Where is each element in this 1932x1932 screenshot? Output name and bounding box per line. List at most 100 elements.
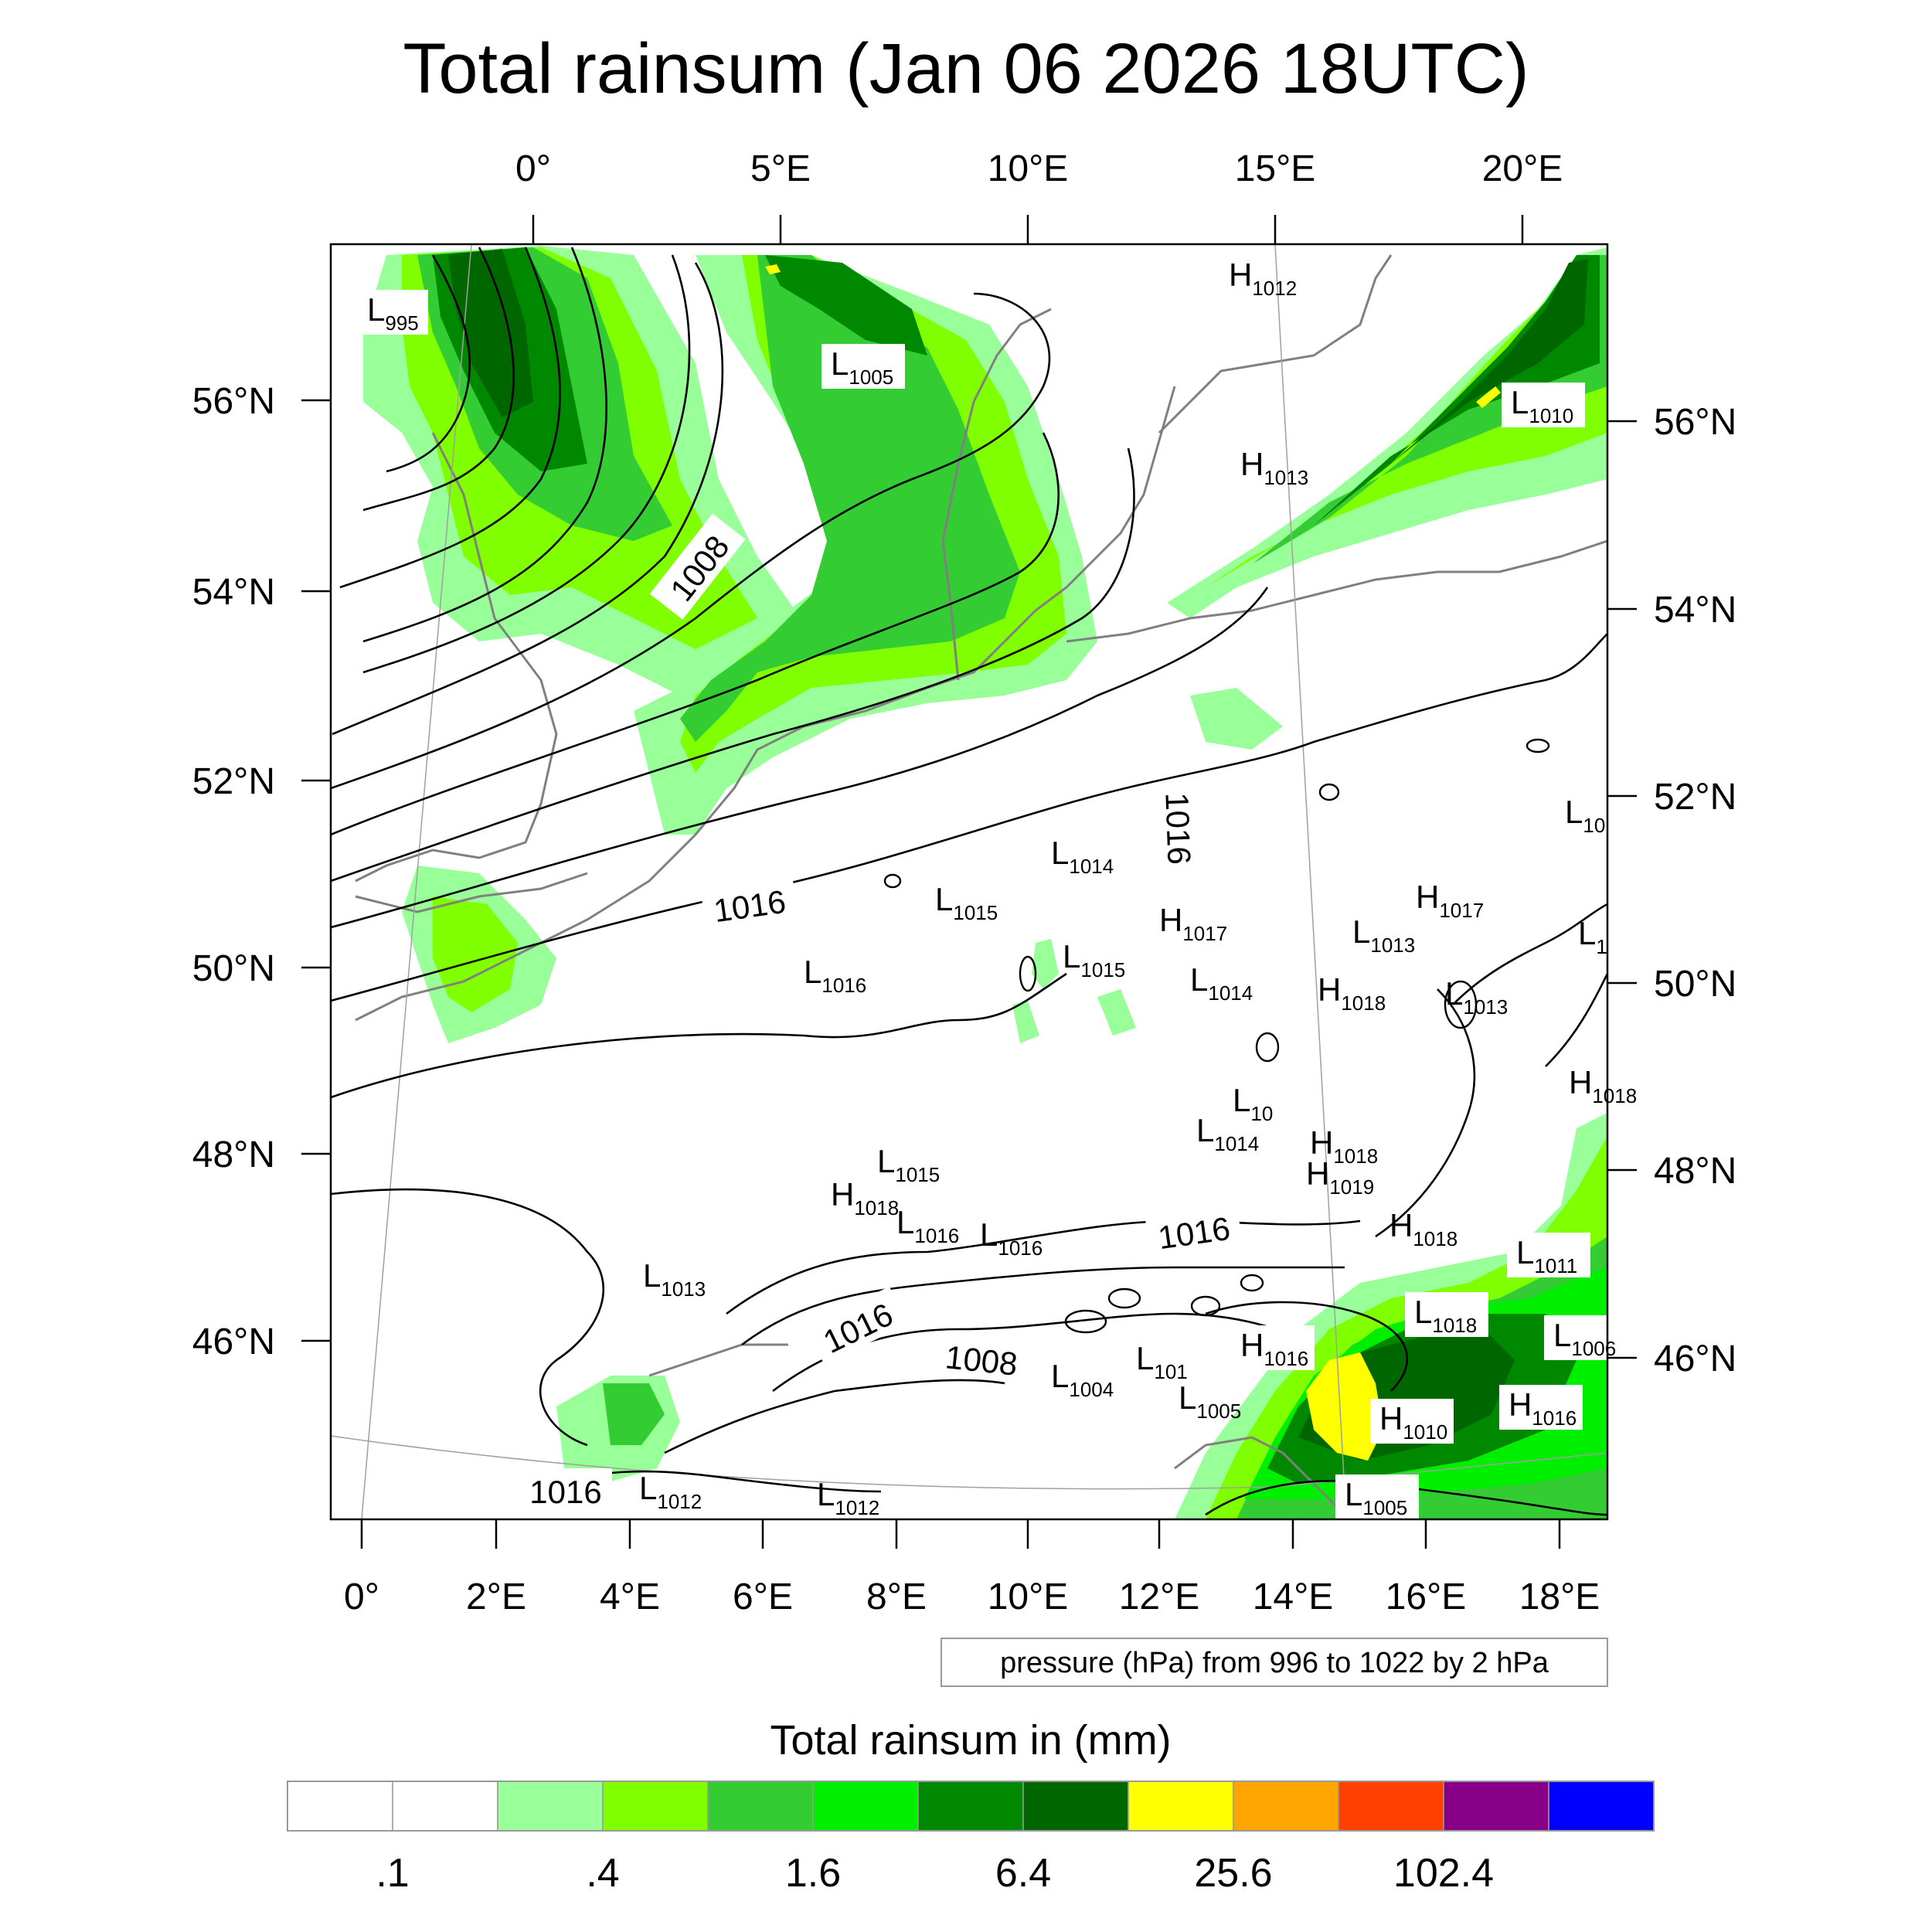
pressure-center-low-28: L1011 bbox=[1507, 1233, 1590, 1277]
pressure-center-low-26: L1016 bbox=[980, 1216, 1043, 1260]
pressure-center-low-1: L995 bbox=[358, 290, 428, 335]
right-lat-label-52n: 52°N bbox=[1654, 777, 1736, 818]
isobar-3 bbox=[339, 247, 561, 589]
colorbar-tick-label: .1 bbox=[376, 1851, 409, 1896]
pressure-center-label: L1016 bbox=[980, 1216, 1043, 1260]
isobar-loops bbox=[883, 738, 1550, 1334]
isobar-loop-3 bbox=[1019, 955, 1037, 992]
colorbar-cell bbox=[287, 1781, 393, 1832]
isobar-loop-10 bbox=[1240, 1274, 1264, 1292]
colorbar-cell bbox=[392, 1781, 498, 1832]
pressure-center-label: L1015 bbox=[877, 1143, 940, 1186]
pressure-center-low-22: L1015 bbox=[877, 1143, 940, 1186]
isobar-1 bbox=[386, 254, 471, 473]
pressure-center-low-32: L1006 bbox=[1544, 1315, 1628, 1360]
pressure-center-label: L1015 bbox=[1063, 938, 1125, 981]
rain-area-alps-west-green bbox=[603, 1383, 665, 1445]
bottom-longitude-axis bbox=[360, 1519, 1561, 1549]
bottom-lon-label-0: 0° bbox=[344, 1577, 379, 1617]
colorbar: Total rainsum in (mm) .1 .4 1.6 6.4 25.6 102.… bbox=[287, 1717, 1655, 1896]
pressure-center-high-24: H1018 bbox=[831, 1176, 899, 1219]
isobar-11 bbox=[330, 1188, 605, 1447]
left-latitude-axis bbox=[301, 399, 331, 1342]
pressure-center-label: H1018 bbox=[1318, 971, 1386, 1015]
pressure-center-label: H1017 bbox=[1159, 902, 1227, 945]
pressure-center-high-23: H1019 bbox=[1306, 1155, 1374, 1199]
pressure-center-low-7: L1014 bbox=[1051, 835, 1114, 878]
pressure-center-label: L1005 bbox=[831, 345, 893, 389]
pressure-center-low-8: L1015 bbox=[935, 881, 998, 924]
rain-area-baltic-darkest bbox=[1391, 259, 1588, 464]
pressure-center-low-12: L1 bbox=[1578, 915, 1607, 958]
coastline-denmark-east bbox=[1003, 386, 1176, 643]
pressure-center-label: L1015 bbox=[935, 881, 998, 924]
colorbar-cell bbox=[497, 1781, 604, 1832]
isobar-13 bbox=[741, 1266, 1345, 1346]
pressure-center-label: L1011 bbox=[1516, 1234, 1577, 1277]
isobar-17 bbox=[1545, 973, 1609, 1067]
isobar-loop-8 bbox=[1107, 1287, 1141, 1309]
isobar-20 bbox=[1205, 1480, 1608, 1516]
pressure-center-low-17: L1013 bbox=[1445, 975, 1508, 1019]
top-lon-label-0: 0° bbox=[515, 148, 551, 189]
pressure-center-high-9: H1017 bbox=[1159, 902, 1227, 945]
pressure-center-label: L1016 bbox=[804, 954, 866, 997]
isobar-loop-9 bbox=[1190, 1295, 1221, 1317]
pressure-center-label: L1006 bbox=[1553, 1317, 1616, 1360]
rain-speck-1 bbox=[1032, 939, 1059, 989]
right-latitude-axis bbox=[1607, 420, 1637, 1359]
rain-area-central-yellow bbox=[765, 264, 781, 274]
pressure-center-high-3: H1012 bbox=[1229, 257, 1297, 300]
pressure-center-label: L1018 bbox=[1414, 1294, 1477, 1337]
isobar-10 bbox=[330, 972, 1067, 1099]
coastline-baltic-south bbox=[1066, 539, 1608, 643]
colorbar-tick-labels: .1 .4 1.6 6.4 25.6 102.4 bbox=[376, 1851, 1494, 1896]
pressure-center-low-4: L1010 bbox=[1502, 383, 1585, 427]
contour-label-1008-alps: 1008 bbox=[944, 1338, 1019, 1383]
pressure-center-label: L1010 bbox=[1511, 384, 1573, 427]
colorbar-cell bbox=[1233, 1781, 1339, 1832]
bottom-lon-label-8e: 8°E bbox=[866, 1577, 927, 1617]
isobar-1008 bbox=[330, 292, 1051, 790]
figure-title: Total rainsum (Jan 06 2026 18UTC) bbox=[403, 29, 1529, 108]
rain-speck-4 bbox=[1190, 688, 1283, 750]
pressure-center-high-31: H1016 bbox=[1231, 1325, 1315, 1370]
coastline-ligurian bbox=[648, 1343, 788, 1377]
right-lat-label-54n: 54°N bbox=[1654, 590, 1736, 631]
pressure-center-label: L1005 bbox=[1179, 1379, 1241, 1423]
pressure-center-label: H1013 bbox=[1240, 446, 1308, 489]
right-lat-label-46n: 46°N bbox=[1654, 1338, 1736, 1379]
bottom-lon-label-18e: 18°E bbox=[1519, 1577, 1600, 1617]
rain-area-central-dark bbox=[765, 255, 927, 355]
isobar-loop-4 bbox=[883, 873, 902, 889]
bottom-lon-label-10e: 10°E bbox=[988, 1577, 1069, 1617]
isobar-4 bbox=[362, 247, 607, 643]
pressure-center-label: L1014 bbox=[1190, 961, 1253, 1005]
pressure-center-low-14: L1015 bbox=[1063, 938, 1125, 981]
coastline-jutland bbox=[941, 308, 1052, 681]
rain-area-southeast-yellow bbox=[1306, 1352, 1383, 1461]
map-border bbox=[329, 243, 1609, 1521]
coastline-britain-south bbox=[355, 872, 588, 913]
rain-speck-3 bbox=[1012, 1001, 1039, 1043]
contour-label-1016-central: 1016 bbox=[1158, 792, 1197, 866]
bottom-lon-label-12e: 12°E bbox=[1119, 1577, 1200, 1617]
pressure-center-low-25: L1016 bbox=[896, 1204, 959, 1247]
top-lon-label-15e: 15°E bbox=[1235, 148, 1316, 189]
pressure-center-high-27: H1018 bbox=[1389, 1207, 1458, 1250]
pressure-center-low-6: L10 bbox=[1565, 794, 1605, 837]
pressure-center-label: H1018 bbox=[831, 1176, 899, 1219]
map-panel: 1008 1016 1016 1016 1016 1008 bbox=[329, 243, 1637, 1521]
pressure-center-label: H1019 bbox=[1306, 1155, 1374, 1199]
pressure-center-label: L1013 bbox=[1352, 913, 1415, 957]
top-longitude-axis bbox=[532, 215, 1524, 244]
colorbar-tick-label: .4 bbox=[586, 1851, 619, 1896]
colorbar-tick-label: 25.6 bbox=[1194, 1851, 1272, 1896]
right-lat-label-56n: 56°N bbox=[1654, 402, 1736, 443]
rain-speck-2 bbox=[1097, 989, 1136, 1036]
right-lat-label-48n: 48°N bbox=[1654, 1151, 1736, 1192]
isobar-18 bbox=[1452, 903, 1608, 1005]
rain-area-northwest-darkest bbox=[448, 249, 533, 417]
isobar-12 bbox=[726, 1219, 1361, 1315]
pressure-center-high-21: H1018 bbox=[1310, 1124, 1378, 1168]
